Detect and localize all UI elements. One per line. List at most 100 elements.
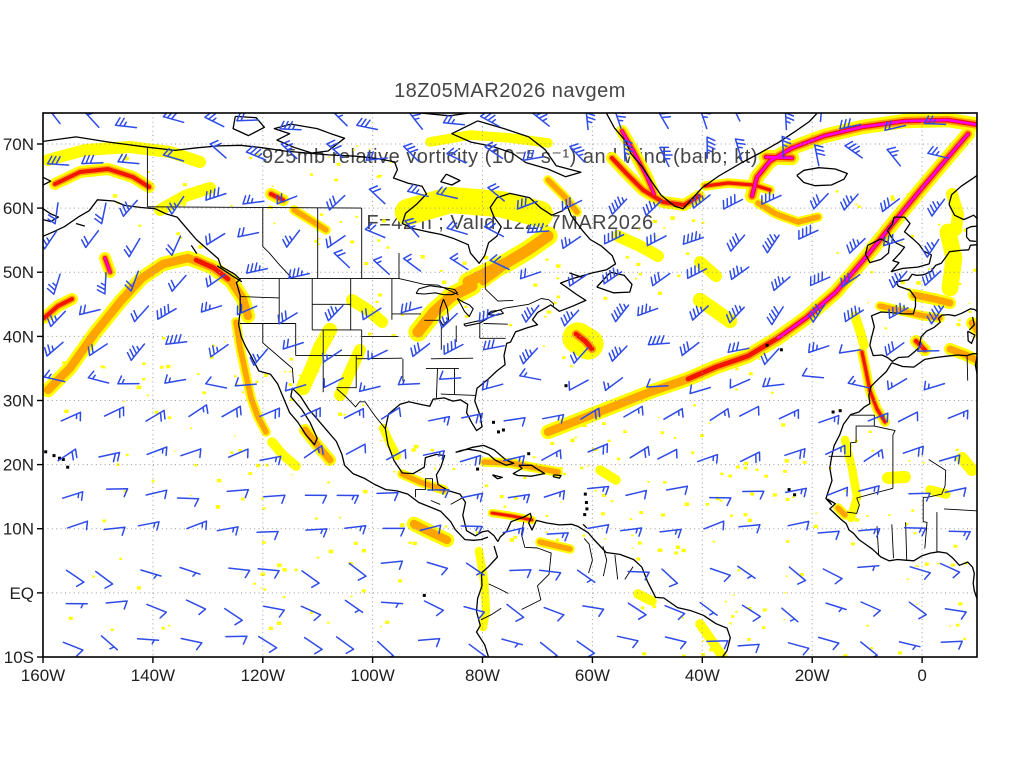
wind-barb bbox=[522, 149, 545, 162]
wind-barb bbox=[761, 191, 782, 205]
map-frame bbox=[42, 112, 978, 658]
border-path bbox=[398, 278, 459, 296]
wind-barb bbox=[81, 154, 104, 165]
vorticity-speckle bbox=[951, 204, 954, 207]
vorticity-speckle bbox=[866, 515, 869, 517]
wind-barb bbox=[98, 451, 121, 463]
wind-barb bbox=[766, 306, 784, 326]
wind-barb bbox=[140, 569, 162, 579]
vorticity-streak bbox=[595, 465, 621, 485]
wind-barb bbox=[742, 490, 765, 500]
wind-barb bbox=[519, 268, 542, 280]
vorticity-speckle bbox=[958, 319, 961, 322]
wind-barb bbox=[725, 304, 745, 324]
vorticity-speckle bbox=[843, 654, 848, 657]
wind-barb bbox=[105, 600, 128, 610]
vorticity-speckle bbox=[957, 230, 962, 234]
vorticity-speckle bbox=[542, 345, 545, 347]
vorticity-streak bbox=[43, 297, 74, 320]
vorticity-speckle bbox=[549, 435, 552, 438]
vorticity-speckle bbox=[587, 465, 590, 467]
vorticity-speckle bbox=[953, 544, 958, 548]
wind-barb bbox=[659, 528, 682, 539]
wind-barb bbox=[225, 635, 248, 645]
wind-barb bbox=[840, 193, 859, 211]
wind-barb bbox=[542, 413, 565, 424]
wind-barb bbox=[66, 520, 89, 531]
vorticity-speckle bbox=[744, 461, 749, 466]
vorticity-speckle bbox=[248, 472, 253, 475]
wind-barb bbox=[938, 454, 961, 465]
wind-barb bbox=[61, 491, 84, 501]
wind-barb bbox=[460, 525, 483, 535]
vorticity-speckle bbox=[735, 367, 739, 371]
wind-barb bbox=[809, 192, 829, 210]
island-dot bbox=[787, 488, 791, 492]
vorticity-speckle bbox=[638, 272, 643, 276]
border-path bbox=[846, 487, 894, 514]
wind-barb bbox=[627, 602, 647, 620]
wind-barb bbox=[602, 267, 623, 285]
wind-barb bbox=[582, 605, 605, 618]
vorticity-speckle bbox=[636, 262, 641, 266]
vorticity-speckle bbox=[580, 466, 584, 470]
wind-barb bbox=[509, 568, 532, 579]
vorticity-streak bbox=[334, 344, 366, 401]
wind-barb bbox=[817, 636, 840, 651]
wind-barb bbox=[616, 635, 639, 649]
vorticity-speckle bbox=[162, 336, 166, 340]
axis-tick-label: 60W bbox=[575, 666, 610, 685]
vorticity-speckle bbox=[216, 478, 222, 483]
vorticity-speckle bbox=[465, 314, 469, 318]
wind-barb bbox=[762, 234, 780, 254]
border-path bbox=[480, 607, 502, 621]
wind-barb bbox=[185, 599, 207, 616]
vorticity-speckle bbox=[234, 375, 237, 378]
wind-barb bbox=[386, 449, 407, 461]
wind-barb bbox=[427, 489, 450, 499]
wind-barb bbox=[137, 521, 160, 531]
vorticity-speckle bbox=[362, 404, 365, 406]
wind-barb bbox=[65, 569, 85, 588]
wind-barb bbox=[807, 303, 826, 323]
vorticity-speckle bbox=[729, 622, 732, 625]
vorticity-speckle bbox=[194, 463, 198, 467]
vorticity-speckle bbox=[391, 334, 396, 338]
vorticity-speckle bbox=[949, 625, 952, 627]
coastline-path bbox=[43, 136, 617, 542]
vorticity-speckle bbox=[553, 301, 557, 305]
vorticity-speckle bbox=[240, 497, 245, 501]
vorticity-speckle bbox=[928, 268, 931, 271]
vorticity-speckle bbox=[560, 501, 562, 503]
wind-barb bbox=[909, 566, 932, 580]
wind-barb bbox=[224, 607, 243, 626]
vorticity-speckle bbox=[238, 449, 242, 452]
border-path bbox=[850, 414, 896, 489]
wind-barb bbox=[146, 603, 168, 619]
wind-barb bbox=[503, 416, 526, 427]
vorticity-speckle bbox=[309, 611, 313, 614]
vorticity-streak bbox=[399, 471, 447, 493]
vorticity-speckle bbox=[545, 514, 549, 517]
vorticity-speckle bbox=[112, 194, 118, 198]
vorticity-speckle bbox=[102, 366, 106, 369]
vorticity-speckle bbox=[174, 450, 176, 452]
wind-barb bbox=[650, 271, 671, 287]
axis-tick-label: 40W bbox=[685, 666, 720, 685]
island-dot bbox=[779, 348, 783, 352]
wind-barb bbox=[156, 303, 177, 320]
vorticity-speckle bbox=[462, 261, 467, 265]
vorticity-speckle bbox=[533, 283, 538, 287]
wind-barb bbox=[305, 528, 328, 538]
wind-barb bbox=[778, 408, 800, 420]
wind-barb bbox=[162, 147, 185, 162]
wind-barb bbox=[180, 448, 202, 459]
vorticity-speckle bbox=[367, 148, 370, 150]
wind-barb bbox=[858, 528, 881, 538]
vorticity-speckle bbox=[642, 652, 647, 656]
vorticity-speckle bbox=[442, 280, 447, 285]
vorticity-speckle bbox=[731, 615, 735, 618]
wind-barb bbox=[257, 568, 280, 579]
wind-barb bbox=[538, 569, 562, 581]
vorticity-speckle bbox=[888, 514, 891, 516]
